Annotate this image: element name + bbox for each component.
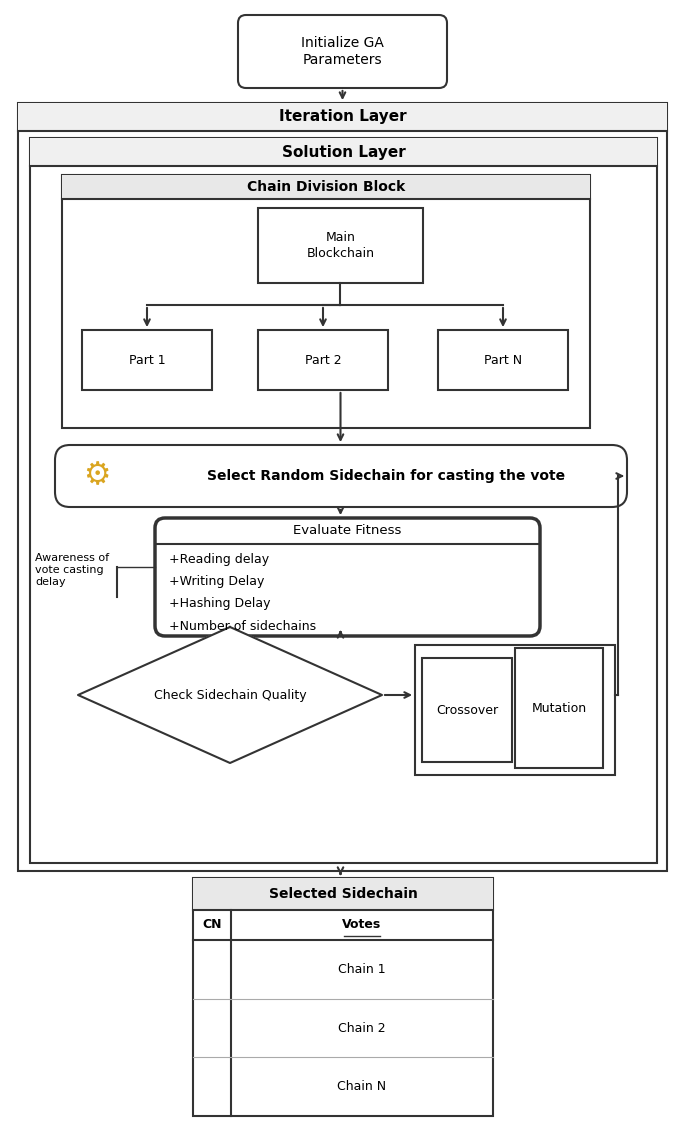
Text: CN: CN (202, 918, 222, 932)
Text: Evaluate Fitness: Evaluate Fitness (293, 524, 401, 537)
Bar (258, 330, 388, 390)
Text: Chain 1: Chain 1 (338, 963, 386, 976)
Bar (422, 658, 512, 763)
Text: Chain 2: Chain 2 (338, 1021, 386, 1034)
Bar (415, 645, 615, 775)
Text: Awareness of
vote casting
delay: Awareness of vote casting delay (35, 553, 109, 587)
Text: Iteration Layer: Iteration Layer (279, 110, 406, 125)
Text: +Writing Delay: +Writing Delay (169, 576, 264, 589)
Bar (258, 208, 423, 283)
Text: Crossover: Crossover (436, 703, 498, 717)
Text: Mutation: Mutation (532, 702, 586, 714)
Polygon shape (78, 627, 382, 763)
Text: Votes: Votes (342, 918, 382, 932)
Text: Check Sidechain Quality: Check Sidechain Quality (153, 688, 306, 702)
Bar (18, 103, 667, 871)
Bar (62, 175, 590, 199)
Text: Chain N: Chain N (338, 1080, 386, 1093)
FancyBboxPatch shape (155, 518, 540, 635)
Bar (30, 139, 657, 166)
Bar (62, 175, 590, 428)
Text: Chain Division Block: Chain Division Block (247, 180, 405, 194)
FancyBboxPatch shape (238, 15, 447, 88)
Text: Solution Layer: Solution Layer (282, 144, 406, 159)
Bar (193, 878, 493, 910)
Bar (515, 648, 603, 768)
Text: +Hashing Delay: +Hashing Delay (169, 598, 271, 610)
Bar (18, 103, 667, 131)
Text: Select Random Sidechain for casting the vote: Select Random Sidechain for casting the … (207, 469, 565, 483)
Text: Selected Sidechain: Selected Sidechain (269, 887, 417, 901)
Text: Part 2: Part 2 (305, 354, 341, 366)
Text: Part 1: Part 1 (129, 354, 165, 366)
Text: Main
Blockchain: Main Blockchain (306, 231, 375, 260)
Bar (30, 139, 657, 863)
FancyBboxPatch shape (55, 445, 627, 507)
Bar (438, 330, 568, 390)
Bar (193, 878, 493, 1116)
Text: +Reading delay: +Reading delay (169, 553, 269, 567)
Text: Initialize GA
Parameters: Initialize GA Parameters (301, 35, 384, 68)
Text: +Number of sidechains: +Number of sidechains (169, 619, 316, 632)
Text: Part N: Part N (484, 354, 522, 366)
Text: ⚙: ⚙ (84, 461, 111, 490)
Bar (82, 330, 212, 390)
